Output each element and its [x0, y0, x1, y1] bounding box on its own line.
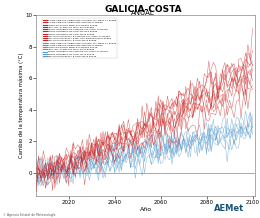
Text: ANUAL: ANUAL	[131, 10, 155, 16]
Text: AEMet: AEMet	[214, 204, 244, 213]
X-axis label: Año: Año	[140, 207, 152, 212]
Text: © Agencia Estatal de Meteorología: © Agencia Estatal de Meteorología	[3, 213, 55, 217]
Legend: CNRM-CM5-rC3-CNRM-CM5-CLMcom-CLL Maxn 17 RCP85, CNRM-CM5-rC3-CNRM-CM5 SMHI-RCAs : CNRM-CM5-rC3-CNRM-CM5-CLMcom-CLL Maxn 17…	[42, 18, 117, 58]
Text: GALICIA-COSTA: GALICIA-COSTA	[104, 5, 182, 14]
Y-axis label: Cambio de la temperatura máxima (°C): Cambio de la temperatura máxima (°C)	[18, 53, 24, 158]
